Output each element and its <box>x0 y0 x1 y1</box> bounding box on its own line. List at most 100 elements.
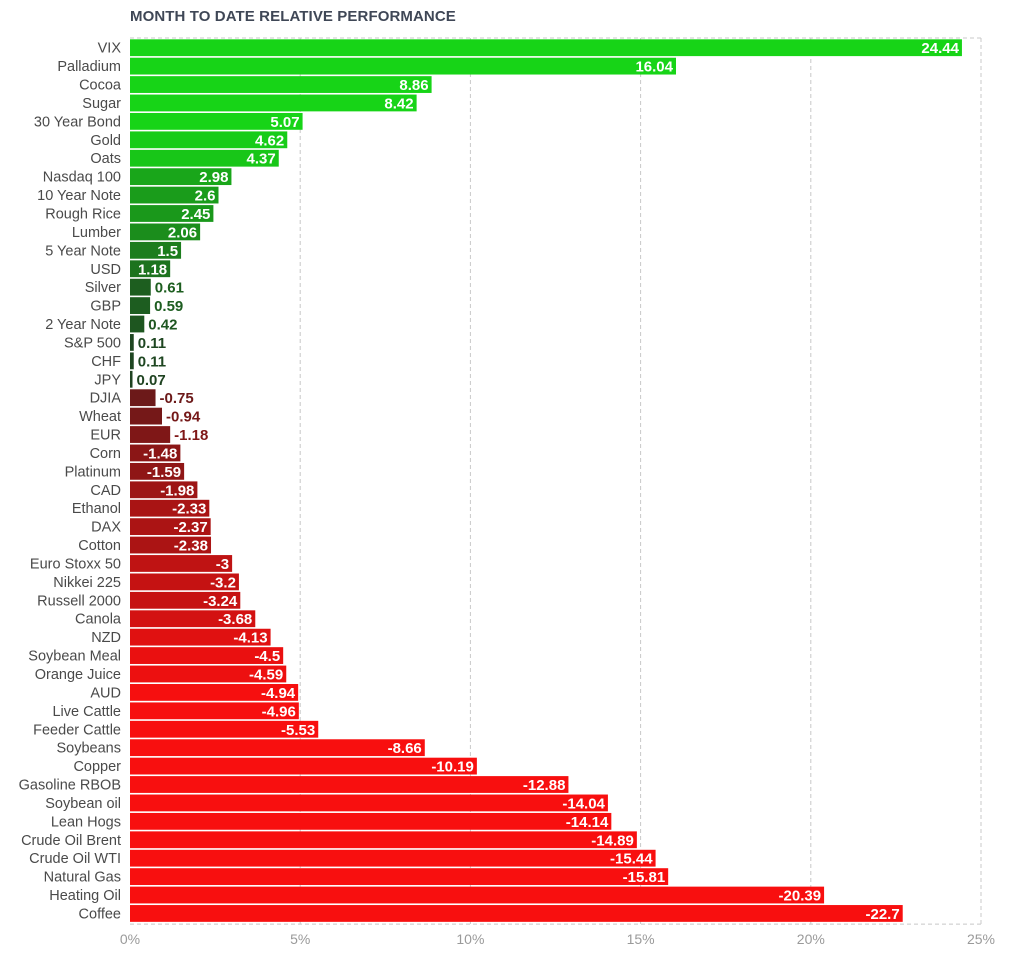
value-label: 0.11 <box>138 335 166 352</box>
category-label: CAD <box>90 483 121 499</box>
value-label: -14.14 <box>566 814 609 831</box>
category-label: Soybean Meal <box>28 649 121 665</box>
bar <box>130 389 156 407</box>
bar <box>130 849 656 867</box>
value-label: 8.86 <box>399 77 428 94</box>
value-label: -5.53 <box>281 722 315 739</box>
category-label: Soybean oil <box>45 796 121 812</box>
bar <box>130 518 211 536</box>
bar <box>130 112 303 130</box>
x-tick-label: 10% <box>456 931 484 947</box>
bar <box>130 297 151 314</box>
category-label: Nikkei 225 <box>53 575 121 591</box>
chart-title: MONTH TO DATE RELATIVE PERFORMANCE <box>130 8 456 25</box>
value-label: -1.59 <box>147 464 181 481</box>
value-label: 24.44 <box>921 40 959 57</box>
category-label: Palladium <box>57 59 121 75</box>
bar <box>130 241 182 259</box>
category-label: NZD <box>91 630 121 646</box>
bar <box>130 426 171 443</box>
category-label: Corn <box>90 446 121 462</box>
value-label: 2.98 <box>199 169 228 186</box>
bar <box>130 39 962 57</box>
category-label: Platinum <box>65 464 121 480</box>
category-label: Gold <box>90 133 121 149</box>
category-label: Oats <box>90 151 121 167</box>
category-label: Silver <box>85 280 121 296</box>
value-label: -10.19 <box>431 759 474 776</box>
category-label: EUR <box>90 428 121 444</box>
bar <box>130 334 134 351</box>
value-label: -20.39 <box>779 888 822 905</box>
bar <box>130 168 232 186</box>
category-label: Lumber <box>72 225 121 241</box>
category-label: Russell 2000 <box>37 593 121 609</box>
value-label: -22.7 <box>866 906 900 923</box>
bar <box>130 149 279 167</box>
bar <box>130 757 477 775</box>
bar <box>130 591 241 609</box>
category-label: S&P 500 <box>64 335 121 351</box>
value-label: -1.18 <box>174 427 208 444</box>
bar <box>130 776 569 793</box>
category-label: Canola <box>75 612 122 628</box>
value-label: 4.62 <box>255 132 284 149</box>
category-label: Soybeans <box>57 741 122 757</box>
category-label: Cotton <box>78 538 121 554</box>
category-label: Feeder Cattle <box>33 722 121 738</box>
category-label: Copper <box>73 759 121 775</box>
category-label: Wheat <box>79 409 121 425</box>
category-label: Crude Oil Brent <box>21 833 121 849</box>
x-tick-label: 20% <box>797 931 825 947</box>
bar <box>130 260 171 278</box>
value-label: -3.2 <box>210 574 236 591</box>
bar <box>130 499 210 517</box>
bar <box>130 831 637 849</box>
value-label: 2.06 <box>168 224 197 241</box>
bars-layer <box>130 39 962 922</box>
bar <box>130 444 181 462</box>
bar <box>130 886 825 904</box>
bar <box>130 205 214 222</box>
value-label: -4.96 <box>262 703 296 720</box>
value-label: 4.37 <box>247 151 276 168</box>
category-label: GBP <box>90 299 121 315</box>
value-label: -2.37 <box>173 519 207 536</box>
value-label: -1.98 <box>160 482 194 499</box>
bar <box>130 868 669 886</box>
category-label: Crude Oil WTI <box>29 851 121 867</box>
bar <box>130 94 417 112</box>
value-label: -2.38 <box>174 538 208 555</box>
category-label: 5 Year Note <box>45 243 121 259</box>
x-axis-ticks: 0% 5% 10% 15% 20% 25% <box>120 931 995 947</box>
value-label: -4.94 <box>261 685 296 702</box>
bar <box>130 462 185 480</box>
value-label: -4.13 <box>233 630 267 647</box>
value-label: -2.33 <box>172 501 206 518</box>
value-label: -3.68 <box>218 611 252 628</box>
category-label: Heating Oil <box>49 888 121 904</box>
value-label: 0.61 <box>155 280 184 297</box>
value-label: -15.44 <box>610 851 653 868</box>
bar <box>130 57 677 75</box>
value-label: 5.07 <box>270 114 299 131</box>
value-label: 0.07 <box>137 372 166 389</box>
category-label: JPY <box>94 372 121 388</box>
value-label: -1.48 <box>143 445 177 462</box>
category-label: 10 Year Note <box>37 188 121 204</box>
category-labels: VIX Palladium Cocoa Sugar 30 Year Bond Gold Oa… <box>19 41 122 923</box>
value-label: -12.88 <box>523 777 566 794</box>
category-label: AUD <box>90 685 121 701</box>
bar <box>130 610 256 628</box>
bar <box>130 905 903 922</box>
value-label: 2.45 <box>181 206 210 223</box>
bar <box>130 536 212 554</box>
value-label: -3 <box>216 556 229 573</box>
category-label: CHF <box>91 354 121 370</box>
value-label: -15.81 <box>623 869 666 886</box>
value-label: 0.42 <box>148 317 177 334</box>
bar <box>130 278 151 296</box>
bar <box>130 186 219 204</box>
value-label: 0.11 <box>138 353 166 370</box>
